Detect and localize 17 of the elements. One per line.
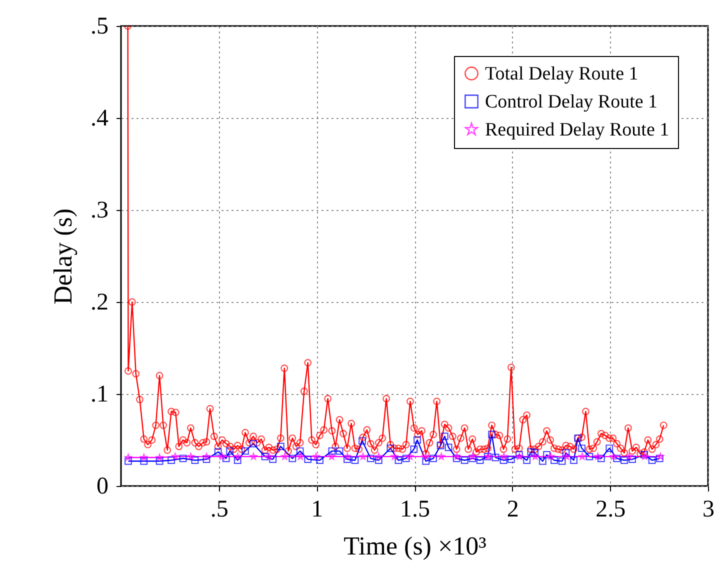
- legend-label: Required Delay Route 1: [485, 120, 670, 140]
- y-axis-title: Delay (s): [48, 208, 78, 305]
- x-tick-label: .5: [210, 496, 228, 522]
- x-tick-label: 3: [702, 496, 714, 522]
- y-tick-label: .4: [90, 106, 108, 132]
- y-tick-label: .3: [90, 198, 108, 224]
- x-axis-title: Time (s) ×10³: [344, 532, 487, 560]
- x-tick-label: 1: [311, 496, 324, 522]
- x-tick-label: 1.5: [400, 496, 430, 522]
- legend-label: Control Delay Route 1: [485, 92, 658, 112]
- y-tick-label: .5: [90, 14, 108, 40]
- y-tick-label: .1: [90, 382, 108, 408]
- y-tick-label: 0: [96, 474, 108, 500]
- legend-label: Total Delay Route 1: [485, 64, 638, 84]
- x-tick-label: 2: [506, 496, 519, 522]
- y-tick-label: .2: [90, 290, 108, 316]
- x-tick-label: 2.5: [596, 496, 626, 522]
